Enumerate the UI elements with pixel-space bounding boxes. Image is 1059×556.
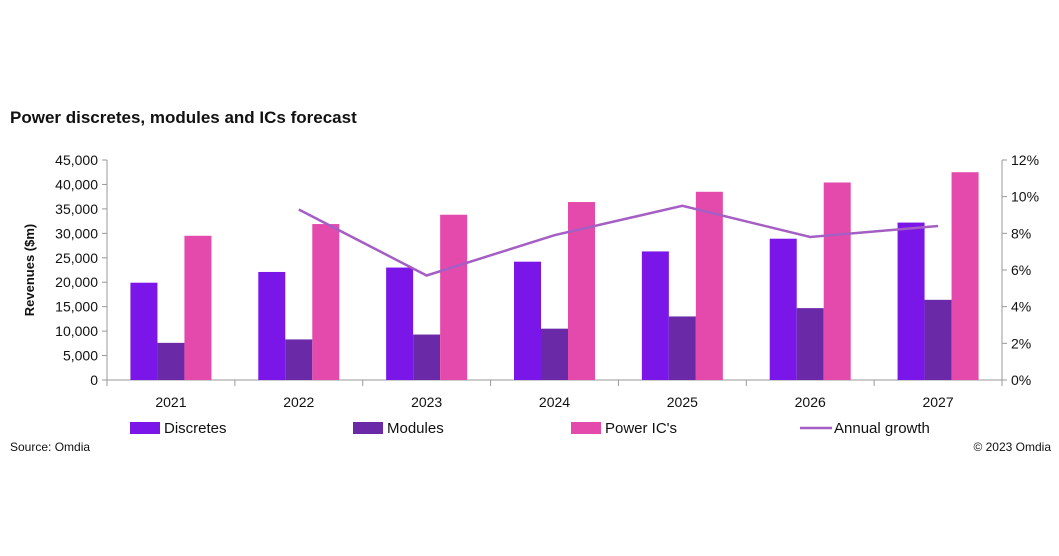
copyright-note: © 2023 Omdia [973, 440, 1051, 454]
y-tick-label: 30,000 [55, 225, 98, 241]
y-tick-label: 25,000 [55, 250, 98, 266]
legend-label: Discretes [164, 420, 227, 437]
legend-label: Annual growth [834, 420, 930, 437]
bar-power-ic-s [312, 224, 340, 380]
bar-discretes [897, 222, 925, 380]
legend-swatch [130, 422, 160, 434]
bar-discretes [130, 282, 158, 380]
bars [130, 172, 979, 380]
bar-modules [413, 334, 441, 380]
bar-modules [796, 308, 824, 380]
y-tick-label: 35,000 [55, 201, 98, 217]
y-axis-label: Revenues ($m) [22, 224, 37, 316]
y-tick-label: 0 [90, 372, 98, 388]
x-tick-label: 2025 [667, 394, 698, 410]
y2-tick-label: 0% [1011, 372, 1031, 388]
bar-power-ic-s [440, 214, 468, 380]
bar-power-ic-s [184, 235, 212, 380]
x-tick-label: 2026 [795, 394, 826, 410]
axes: 0 5,000 10,000 15,000 20,000 25,000 30,000 35,0… [22, 152, 1039, 410]
y2-tick-label: 2% [1011, 335, 1031, 351]
legend-swatch [571, 422, 601, 434]
y2-tick-label: 10% [1011, 189, 1039, 205]
y-tick-label: 5,000 [63, 348, 98, 364]
y-tick-label: 45,000 [55, 152, 98, 168]
y-tick-label: 40,000 [55, 176, 98, 192]
x-tick-label: 2024 [539, 394, 570, 410]
legend-swatch [353, 422, 383, 434]
y2-tick-label: 4% [1011, 299, 1031, 315]
y2-tick-label: 6% [1011, 262, 1031, 278]
bar-power-ic-s [951, 172, 979, 380]
y-tick-label: 15,000 [55, 299, 98, 315]
x-tick-label: 2023 [411, 394, 442, 410]
legend: Discretes Modules Power IC's Annual growth [130, 420, 930, 437]
x-tick-label: 2022 [283, 394, 314, 410]
source-note: Source: Omdia [10, 440, 91, 454]
bar-modules [924, 299, 952, 380]
chart-title: Power discretes, modules and ICs forecas… [10, 108, 357, 127]
bar-modules [668, 316, 696, 380]
legend-label: Modules [387, 420, 444, 437]
legend-label: Power IC's [605, 420, 677, 437]
bar-modules [541, 328, 568, 380]
bar-discretes [258, 271, 286, 380]
bar-discretes [641, 251, 669, 380]
bar-power-ic-s [823, 182, 851, 380]
x-tick-label: 2021 [155, 394, 186, 410]
x-tick-label: 2027 [922, 394, 953, 410]
bar-modules [157, 342, 185, 380]
bar-modules [285, 339, 313, 380]
bar-discretes [386, 267, 414, 380]
bar-power-ic-s [695, 191, 723, 380]
annual-growth-line [298, 204, 939, 277]
growth-line-group [298, 204, 939, 277]
bar-discretes [769, 238, 797, 380]
y-tick-label: 20,000 [55, 274, 98, 290]
y-tick-label: 10,000 [55, 323, 98, 339]
y2-tick-label: 12% [1011, 152, 1039, 168]
bar-discretes [514, 261, 541, 380]
y2-tick-label: 8% [1011, 225, 1031, 241]
